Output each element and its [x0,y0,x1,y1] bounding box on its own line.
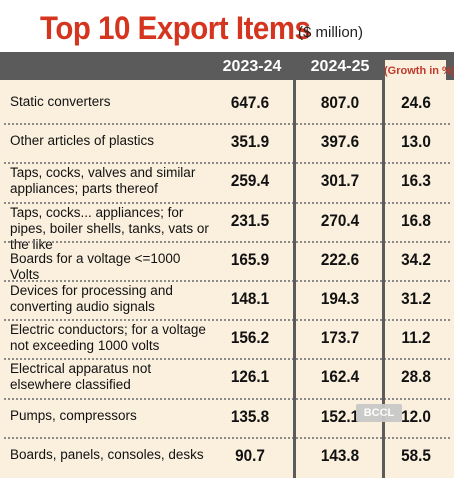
row-divider [4,280,450,282]
value-2023-24: 165.9 [230,249,270,269]
value-growth: 16.3 [401,171,431,191]
table-row: Static converters 647.6 807.0 24.6 [0,84,454,123]
table-row: Electrical apparatus not elsewhere class… [0,358,454,397]
table-row: Boards for a voltage <=1000 Volts 165.9 22… [0,240,454,282]
chart-title: Top 10 Export Items [40,10,311,46]
value-growth: 13.0 [401,132,431,152]
value-growth: 12.0 [401,406,431,426]
row-item-label: Boards, panels, consoles, desks [10,446,204,462]
value-growth: 58.5 [401,445,431,465]
chart-unit: ($ million) [298,24,364,41]
table-row: Taps, cocks... appliances; for pipes, bo… [0,201,454,252]
column-header-2024-25: 2024-25 [310,58,370,75]
value-2023-24: 351.9 [230,132,270,152]
table-row: Taps, cocks, valves and similar applianc… [0,162,454,201]
table-row: Boards, panels, consoles, desks 90.7 143.8… [0,436,454,476]
row-item-label: Taps, cocks, valves and similar applianc… [10,165,196,197]
value-2023-24: 259.4 [230,171,270,191]
value-2024-25: 301.7 [320,171,360,191]
table-row: Devices for processing and converting au… [0,280,454,319]
row-divider [4,162,450,165]
table-row: Electric conductors; for a voltage not e… [0,319,454,358]
row-divider [4,240,450,243]
table-row: Other articles of plastics 351.9 397.6 13.0 [0,123,454,162]
row-item-label: Other articles of plastics [10,133,155,149]
row-item-label: Electric conductors; for a voltage not e… [10,322,206,354]
row-divider [4,319,450,322]
growth-header-box [384,60,446,84]
column-header-growth: (Growth in %) [384,65,454,77]
value-2024-25: 270.4 [320,210,360,230]
row-item-label: Devices for processing and converting au… [10,283,173,314]
row-item-label: Pumps, compressors [10,407,137,423]
header-band [0,52,454,80]
value-2024-25: 807.0 [320,93,360,112]
row-item-label: Static converters [10,94,111,109]
row-divider [4,436,450,439]
row-divider [4,397,450,400]
row-divider [4,201,450,204]
title-row: Top 10 Export Items ($ million) [0,0,454,52]
value-growth: 24.6 [401,93,431,112]
value-2023-24: 231.5 [230,210,270,230]
row-divider [4,358,450,361]
value-growth: 11.2 [401,328,431,348]
value-2023-24: 135.8 [230,406,270,426]
row-divider [4,123,450,126]
value-2023-24: 90.7 [235,445,265,465]
row-item-label: Boards for a voltage <=1000 Volts [10,250,181,282]
column-divider [293,52,296,478]
value-2023-24: 148.1 [230,289,270,308]
value-2024-25: 152.1 [320,406,360,426]
value-2024-25: 194.3 [320,289,360,308]
value-2024-25: 222.6 [320,249,360,269]
value-2024-25: 173.7 [320,328,360,348]
watermark-logo: BCCL [356,404,402,422]
column-divider [382,52,385,478]
row-item-label: Electrical apparatus not elsewhere class… [10,361,152,393]
row-item-label: Taps, cocks... appliances; for pipes, bo… [10,204,209,252]
value-growth: 31.2 [401,289,431,308]
value-growth: 28.8 [401,367,431,387]
value-2023-24: 156.2 [230,328,270,348]
column-header-2023-24: 2023-24 [222,58,282,75]
value-2023-24: 126.1 [230,367,270,387]
value-2023-24: 647.6 [230,93,270,112]
value-2024-25: 162.4 [320,367,360,387]
value-growth: 34.2 [401,249,431,269]
table-row: Pumps, compressors 135.8 152.1 12.0 [0,397,454,437]
value-2024-25: 143.8 [320,445,360,465]
value-growth: 16.8 [401,210,431,230]
value-2024-25: 397.6 [320,132,360,152]
